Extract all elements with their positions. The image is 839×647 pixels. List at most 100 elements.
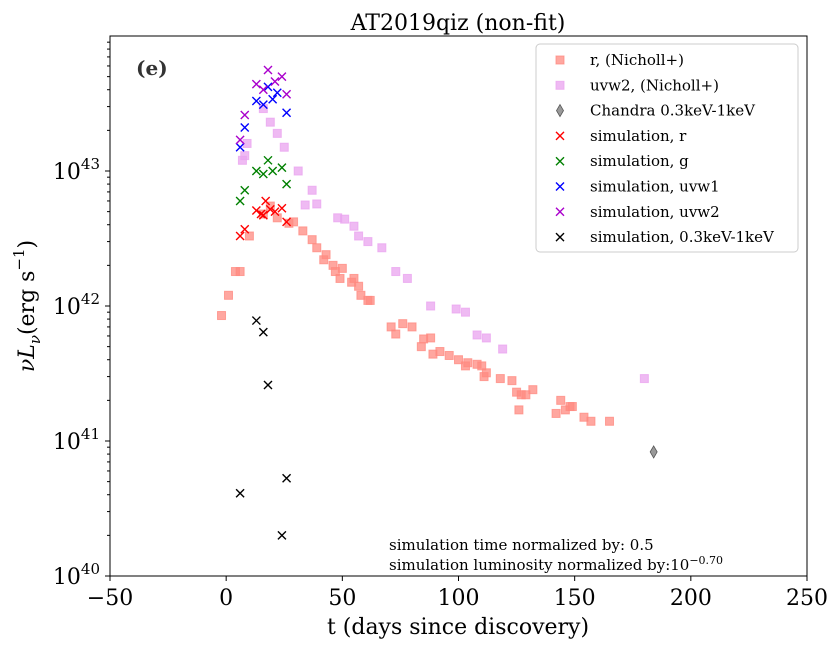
y-label-sup: −1 (10, 248, 28, 270)
data-point (426, 301, 436, 311)
y-tick-label: 1041 (53, 425, 100, 455)
data-point (300, 200, 310, 210)
y-tick-label: 1042 (53, 290, 100, 320)
y-tick-label: 1040 (53, 560, 100, 590)
data-point (277, 72, 287, 82)
x-tick-label: 50 (328, 586, 356, 611)
series-0 (217, 201, 615, 426)
y-axis-label: νLν(erg s−1) (10, 240, 44, 372)
data-point (265, 117, 275, 127)
data-point (321, 250, 331, 260)
data-point (335, 273, 345, 283)
data-point (272, 128, 282, 138)
series-4 (235, 155, 292, 206)
legend-marker (555, 182, 565, 191)
data-point (240, 151, 250, 161)
data-point (354, 281, 364, 291)
data-point (256, 209, 266, 219)
data-point (293, 166, 303, 176)
data-point (349, 221, 359, 231)
data-point (277, 163, 287, 173)
x-tick-label: 200 (670, 586, 712, 611)
data-point (460, 307, 470, 317)
panel-label: (e) (136, 56, 168, 80)
data-point (258, 327, 268, 337)
legend: r, (Nicholl+) uvw2, (Nicholl+) Chandra 0.3… (535, 43, 799, 253)
data-point (307, 235, 317, 245)
legend-label: simulation, 0.3keV-1keV (590, 228, 775, 246)
data-point (391, 329, 401, 339)
data-point (217, 311, 227, 321)
data-point (277, 203, 287, 213)
data-point (398, 319, 408, 329)
data-point (514, 405, 524, 415)
data-point (444, 350, 454, 360)
data-point (528, 385, 538, 395)
legend-frame (535, 43, 799, 253)
legend-label: simulation, r (590, 127, 687, 145)
data-point (605, 416, 615, 426)
data-point (272, 213, 282, 223)
data-point (472, 330, 482, 340)
legend-marker (555, 80, 565, 90)
data-point (270, 207, 280, 217)
series-3 (235, 196, 292, 241)
data-point (463, 358, 473, 368)
data-point (277, 530, 287, 540)
data-point (282, 217, 292, 227)
data-point (435, 347, 445, 357)
data-point (507, 376, 517, 386)
data-point (270, 77, 280, 87)
legend-label: simulation, g (590, 152, 689, 170)
data-point (356, 290, 366, 300)
y-label-sub: ν (26, 335, 44, 344)
data-point (251, 166, 261, 176)
y-label-close: ) (15, 240, 40, 249)
data-point (298, 226, 308, 236)
legend-marker (555, 232, 565, 242)
data-point (282, 473, 292, 483)
legend-marker (555, 131, 565, 141)
legend-label: simulation, uvw1 (590, 178, 720, 196)
data-point (551, 408, 561, 418)
x-tick-label: 150 (554, 586, 596, 611)
data-point (240, 123, 250, 132)
data-point (407, 322, 417, 332)
y-tick-label: 1043 (53, 155, 100, 185)
data-point (477, 361, 487, 371)
data-point (268, 166, 278, 176)
data-point (282, 108, 292, 118)
data-point (251, 96, 261, 106)
data-point (451, 304, 461, 314)
x-axis-label: t (days since discovery) (327, 615, 589, 640)
data-point (521, 390, 531, 400)
data-point (426, 333, 436, 343)
annotation: simulation time normalized by: 0.5 simul… (389, 536, 723, 574)
data-point (223, 290, 233, 300)
data-point (272, 88, 282, 98)
data-point (556, 395, 566, 405)
data-point (251, 316, 261, 326)
data-point (498, 344, 508, 354)
data-point (481, 333, 491, 343)
x-tick-label: 100 (438, 586, 480, 611)
data-point (649, 445, 658, 459)
legend-marker (555, 207, 565, 217)
data-point (416, 342, 426, 352)
chart-title: AT2019qiz (non-fit) (350, 11, 566, 36)
data-point (235, 142, 245, 152)
data-point (240, 185, 250, 195)
data-point (258, 85, 268, 95)
axis-ticks: −50 0 50 100 150 200 250 1040 1041 1042 1043 (53, 41, 828, 611)
data-point (402, 273, 412, 283)
legend-label: uvw2, (Nicholl+) (590, 76, 719, 94)
data-point (258, 210, 268, 220)
data-point (377, 243, 387, 253)
x-tick-label: 0 (219, 586, 233, 611)
data-point (263, 380, 273, 390)
data-point (244, 231, 254, 241)
data-point (279, 142, 289, 152)
data-point (261, 196, 271, 206)
data-point (586, 416, 596, 426)
